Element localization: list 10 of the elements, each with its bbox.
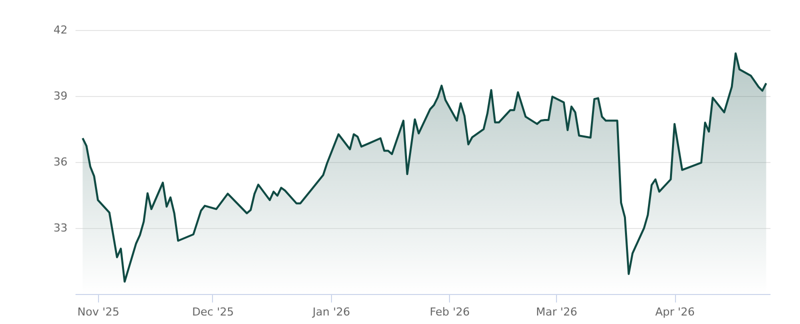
x-tick-label: Jan '26	[312, 306, 350, 318]
x-tick-label: Feb '26	[430, 306, 470, 318]
x-tick-label: Dec '25	[192, 306, 234, 318]
y-tick-label: 39	[54, 90, 68, 102]
y-tick-label: 33	[54, 222, 68, 234]
x-tick-label: Mar '26	[536, 306, 578, 318]
y-tick-label: 36	[54, 156, 68, 168]
x-tick-label: Apr '26	[655, 306, 695, 318]
x-tick-label: Nov '25	[77, 306, 120, 318]
y-tick-label: 42	[54, 24, 68, 36]
